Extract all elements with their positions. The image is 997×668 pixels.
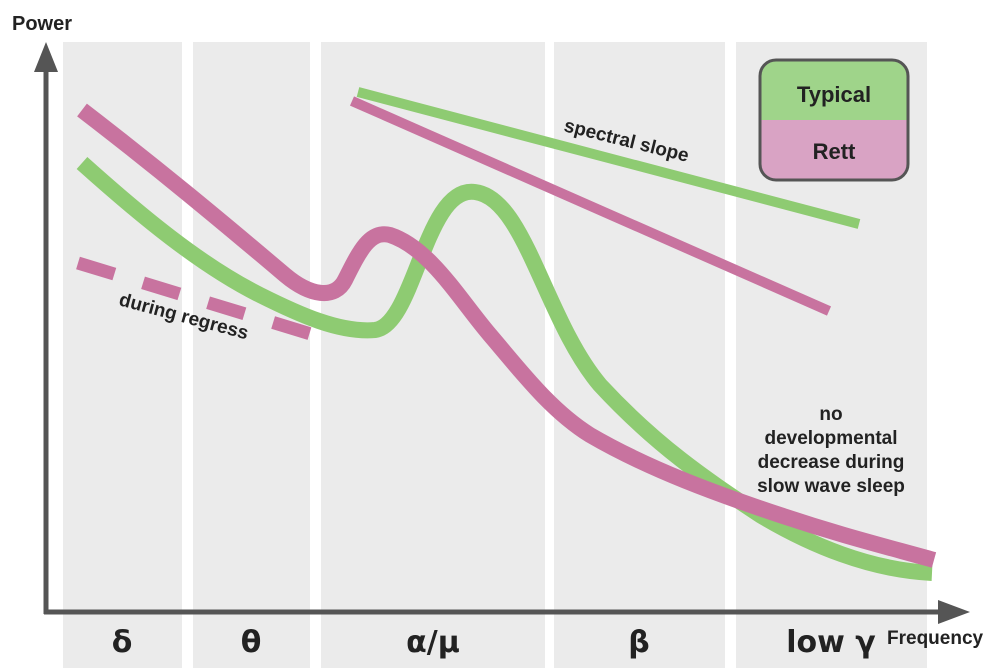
legend: Typical Rett [758, 58, 910, 182]
legend-rett-swatch [760, 120, 908, 180]
rett-spectrum-curve [77, 103, 937, 568]
during-regress-dashed-line [76, 256, 316, 342]
no-decrease-line-2: developmental [764, 428, 897, 449]
y-axis-arrow-icon [34, 42, 58, 72]
no-decrease-line-1: no [819, 404, 842, 425]
x-axis-arrow-icon [938, 600, 970, 624]
legend-border [758, 58, 910, 182]
band-label-delta: δ [112, 625, 133, 660]
band-label-beta: β [628, 625, 649, 660]
band-label-alpha-mu: α/μ [406, 625, 460, 660]
band-theta-bg [193, 42, 310, 668]
no-decrease-line-3: decrease during [758, 452, 905, 473]
axes [34, 42, 970, 624]
no-decrease-annotation: no developmental decrease during slow wa… [757, 404, 905, 497]
band-label-low-gamma: low γ [786, 625, 876, 660]
band-backgrounds [63, 42, 927, 668]
spectral-slope-typical-line [356, 87, 861, 229]
no-decrease-line-4: slow wave sleep [757, 476, 905, 497]
spectral-slope-rett-line [349, 96, 832, 316]
x-axis-label: Frequency [887, 628, 984, 649]
band-label-theta: θ [241, 625, 262, 660]
legend-rett-label: Rett [813, 139, 856, 164]
band-labels: δ θ α/μ β low γ [112, 625, 876, 660]
y-axis-label: Power [12, 13, 72, 35]
legend-typical-label: Typical [797, 82, 871, 107]
legend-typical-swatch [760, 60, 908, 120]
